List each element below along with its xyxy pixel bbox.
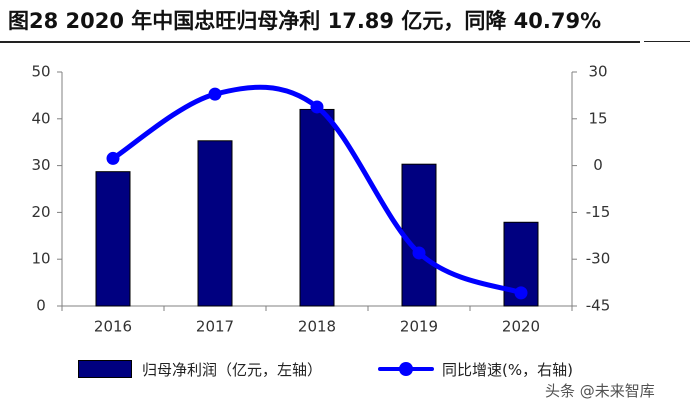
legend-line-swatch [378, 361, 434, 377]
y-left-tick-label: 30 [31, 156, 50, 174]
title-divider [0, 41, 640, 43]
chart-title: 图28 2020 年中国忠旺归母净利 17.89 亿元，同降 40.79% [8, 9, 602, 33]
x-tick-label: 2017 [196, 318, 234, 336]
y-right-tick-label: 15 [588, 109, 607, 127]
bar [401, 163, 437, 307]
legend-label-net-profit: 归母净利润（亿元，左轴） [142, 360, 323, 379]
growth-point [106, 151, 120, 165]
y-left-tick-label: 20 [31, 203, 50, 221]
y-right-tick-label: 30 [588, 63, 607, 81]
x-tick-label: 2019 [400, 318, 438, 336]
legend-item-growth: 同比增速(%，右轴) [378, 355, 573, 383]
growth-point [514, 286, 528, 300]
bar [95, 171, 131, 307]
y-right-tick-label: 0 [593, 156, 603, 174]
y-left-tick-label: 10 [31, 250, 50, 268]
growth-point [208, 87, 222, 101]
y-left-tick-label: 50 [31, 63, 50, 81]
y-left-tick-label: 0 [36, 297, 46, 315]
x-tick-label: 2018 [298, 318, 336, 336]
legend-item-net-profit: 归母净利润（亿元，左轴） [78, 355, 322, 383]
legend-bar-swatch [78, 360, 132, 378]
bar [299, 108, 335, 307]
legend: 归母净利润（亿元，左轴） 同比增速(%，右轴) [78, 355, 678, 383]
x-tick-label: 2020 [502, 318, 540, 336]
growth-point [412, 246, 426, 260]
y-left-tick-label: 40 [31, 109, 50, 127]
y-right-tick-label: -45 [586, 297, 611, 315]
legend-label-growth: 同比增速(%，右轴) [442, 360, 573, 379]
x-tick-label: 2016 [94, 318, 132, 336]
watermark: 头条 @未来智库 [545, 382, 655, 400]
y-right-tick-label: -15 [586, 203, 611, 221]
growth-point [310, 100, 324, 114]
bar [197, 140, 233, 307]
title-divider-right [644, 41, 690, 42]
y-right-tick-label: -30 [586, 250, 611, 268]
